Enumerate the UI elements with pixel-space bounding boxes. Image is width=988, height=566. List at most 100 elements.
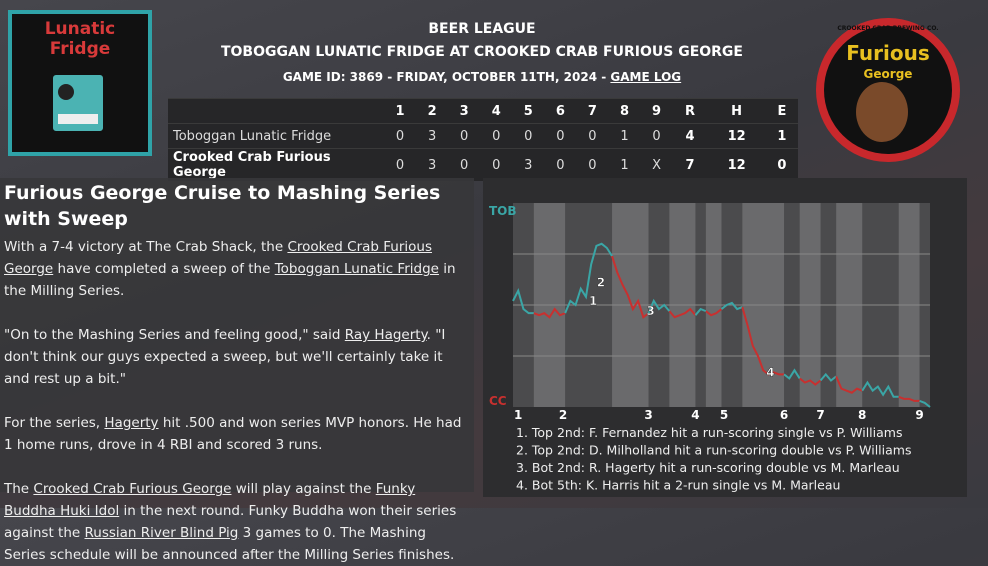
event-note: 3. Bot 2nd: R. Hagerty hit a run-scoring… bbox=[516, 460, 900, 475]
event-marker: 3 bbox=[646, 304, 654, 318]
score-cell: 1 bbox=[765, 123, 798, 149]
score-cell: 0 bbox=[544, 148, 577, 181]
win-probability-line bbox=[835, 376, 863, 394]
win-probability-line bbox=[861, 380, 899, 398]
y-tick-label: TOB bbox=[489, 204, 517, 218]
win-probability-line bbox=[705, 308, 723, 317]
column-header: 5 bbox=[512, 98, 545, 124]
logo-text: Lunatic bbox=[45, 19, 116, 39]
column-header: R bbox=[672, 98, 708, 124]
score-cell: 0 bbox=[512, 123, 545, 149]
win-probability-line bbox=[694, 307, 707, 316]
score-cell: 12 bbox=[707, 123, 766, 149]
event-marker: 4 bbox=[766, 365, 774, 379]
score-cell: X bbox=[640, 148, 673, 181]
win-probability-line bbox=[533, 307, 566, 319]
team-row: Crooked Crab Furious George 0 3 0 0 3 0 0 1 X 7 12 0 bbox=[168, 148, 798, 181]
score-cell: 7 bbox=[672, 148, 708, 181]
link[interactable]: Ray Hagerty bbox=[344, 327, 427, 343]
text: have completed a sweep of the bbox=[53, 261, 275, 277]
article: Furious George Cruise to Mashing Series … bbox=[0, 178, 474, 563]
column-header: H bbox=[707, 98, 766, 124]
team-row: Toboggan Lunatic Fridge 0 3 0 0 0 0 0 1 0 4 12 1 bbox=[168, 123, 798, 149]
link[interactable]: Russian River Blind Pig bbox=[84, 525, 239, 541]
score-cell: 0 bbox=[544, 123, 577, 149]
league: BEER LEAGUE bbox=[428, 21, 536, 37]
column-header: 7 bbox=[576, 98, 609, 124]
score-cell: 0 bbox=[384, 123, 417, 149]
event-note: 2. Top 2nd: D. Milholland hit a run-scor… bbox=[516, 443, 911, 458]
text: in the Milling Series. bbox=[4, 261, 456, 299]
event-note: 1. Top 2nd: F. Fernandez hit a run-scori… bbox=[516, 425, 902, 440]
win-probability-line bbox=[741, 306, 785, 376]
score-cell: 12 bbox=[707, 148, 766, 181]
score-cell: 0 bbox=[384, 148, 417, 181]
link[interactable]: Crooked Crab Furious George bbox=[4, 239, 432, 277]
text: will play against the bbox=[231, 481, 376, 497]
column-header: 3 bbox=[448, 98, 481, 124]
column-header: 9 bbox=[640, 98, 673, 124]
score-cell: 0 bbox=[765, 148, 798, 181]
score-cell: 3 bbox=[416, 123, 449, 149]
team-cell bbox=[168, 98, 384, 124]
text: . "I don't think our guys expected a swe… bbox=[4, 327, 446, 387]
home-logo: CROOKED CRAB BREWING CO. Furious George bbox=[816, 18, 960, 162]
paragraph: For the series, Hagerty hit .500 and won… bbox=[4, 412, 470, 456]
paragraph: The Crooked Crab Furious George will pla… bbox=[4, 478, 470, 566]
logo-text: Fridge bbox=[50, 39, 111, 59]
column-header: 1 bbox=[384, 98, 417, 124]
x-tick-label: 6 bbox=[780, 408, 788, 422]
x-tick-label: 5 bbox=[720, 408, 728, 422]
x-tick-label: 1 bbox=[514, 408, 522, 422]
team-name: Crooked Crab Furious George bbox=[168, 148, 384, 181]
x-tick-label: 4 bbox=[691, 408, 699, 422]
score-cell: 0 bbox=[448, 123, 481, 149]
text: For the series, bbox=[4, 415, 105, 431]
win-probability-line bbox=[799, 377, 822, 386]
text: The bbox=[4, 481, 34, 497]
team-name: Toboggan Lunatic Fridge bbox=[168, 123, 384, 149]
title: TOBOGGAN LUNATIC FRIDGE AT CROOKED CRAB … bbox=[220, 44, 743, 60]
x-tick-label: 3 bbox=[644, 408, 652, 422]
win-probability-line bbox=[720, 301, 743, 311]
link[interactable]: Crooked Crab Furious George bbox=[33, 481, 232, 497]
score-cell: 0 bbox=[640, 123, 673, 149]
game-info-text: GAME ID: 3869 - FRIDAY, OCTOBER 11TH, 20… bbox=[282, 70, 611, 84]
paragraph: With a 7-4 victory at The Crab Shack, th… bbox=[4, 236, 470, 302]
win-probability-line bbox=[919, 399, 931, 408]
text: With a 7-4 victory at The Crab Shack, th… bbox=[4, 239, 288, 255]
score-cell: 1 bbox=[608, 123, 641, 149]
link[interactable]: Toboggan Lunatic Fridge bbox=[274, 261, 439, 277]
x-tick-label: 9 bbox=[915, 408, 923, 422]
win-probability-line bbox=[512, 287, 534, 315]
column-header: 6 bbox=[544, 98, 577, 124]
logo-text: Furious bbox=[846, 41, 930, 65]
game-log-link[interactable]: GAME LOG bbox=[610, 70, 682, 84]
score-cell: 1 bbox=[608, 148, 641, 181]
score-cell: 4 bbox=[672, 123, 708, 149]
event-marker: 2 bbox=[597, 276, 605, 290]
score-cell: 3 bbox=[416, 148, 449, 181]
link[interactable]: Hagerty bbox=[104, 415, 159, 431]
column-header: E bbox=[765, 98, 798, 124]
win-probability-line bbox=[783, 368, 801, 380]
game-info: GAME ID: 3869 - FRIDAY, OCTOBER 11TH, 20… bbox=[170, 70, 794, 84]
x-tick-label: 7 bbox=[816, 408, 824, 422]
y-tick-label: CC bbox=[489, 394, 507, 408]
x-tick-label: 8 bbox=[858, 408, 866, 422]
column-header: 2 bbox=[416, 98, 449, 124]
win-probability-line bbox=[898, 395, 920, 402]
away-logo: Lunatic Fridge bbox=[8, 10, 152, 156]
x-tick-label: 2 bbox=[559, 408, 567, 422]
score-cell: 0 bbox=[480, 123, 513, 149]
headline: Furious George Cruise to Mashing Series … bbox=[4, 182, 441, 230]
logo-text: George bbox=[864, 67, 913, 81]
box-score: 1 2 3 4 5 6 7 8 9 R H E Toboggan Lunatic Fridge 0 3 0 0 0… bbox=[168, 98, 798, 181]
win-probability-line bbox=[647, 298, 671, 314]
win-probability-line bbox=[819, 372, 837, 382]
column-header: 4 bbox=[480, 98, 513, 124]
win-probability-line bbox=[668, 307, 697, 319]
score-cell: 0 bbox=[576, 123, 609, 149]
